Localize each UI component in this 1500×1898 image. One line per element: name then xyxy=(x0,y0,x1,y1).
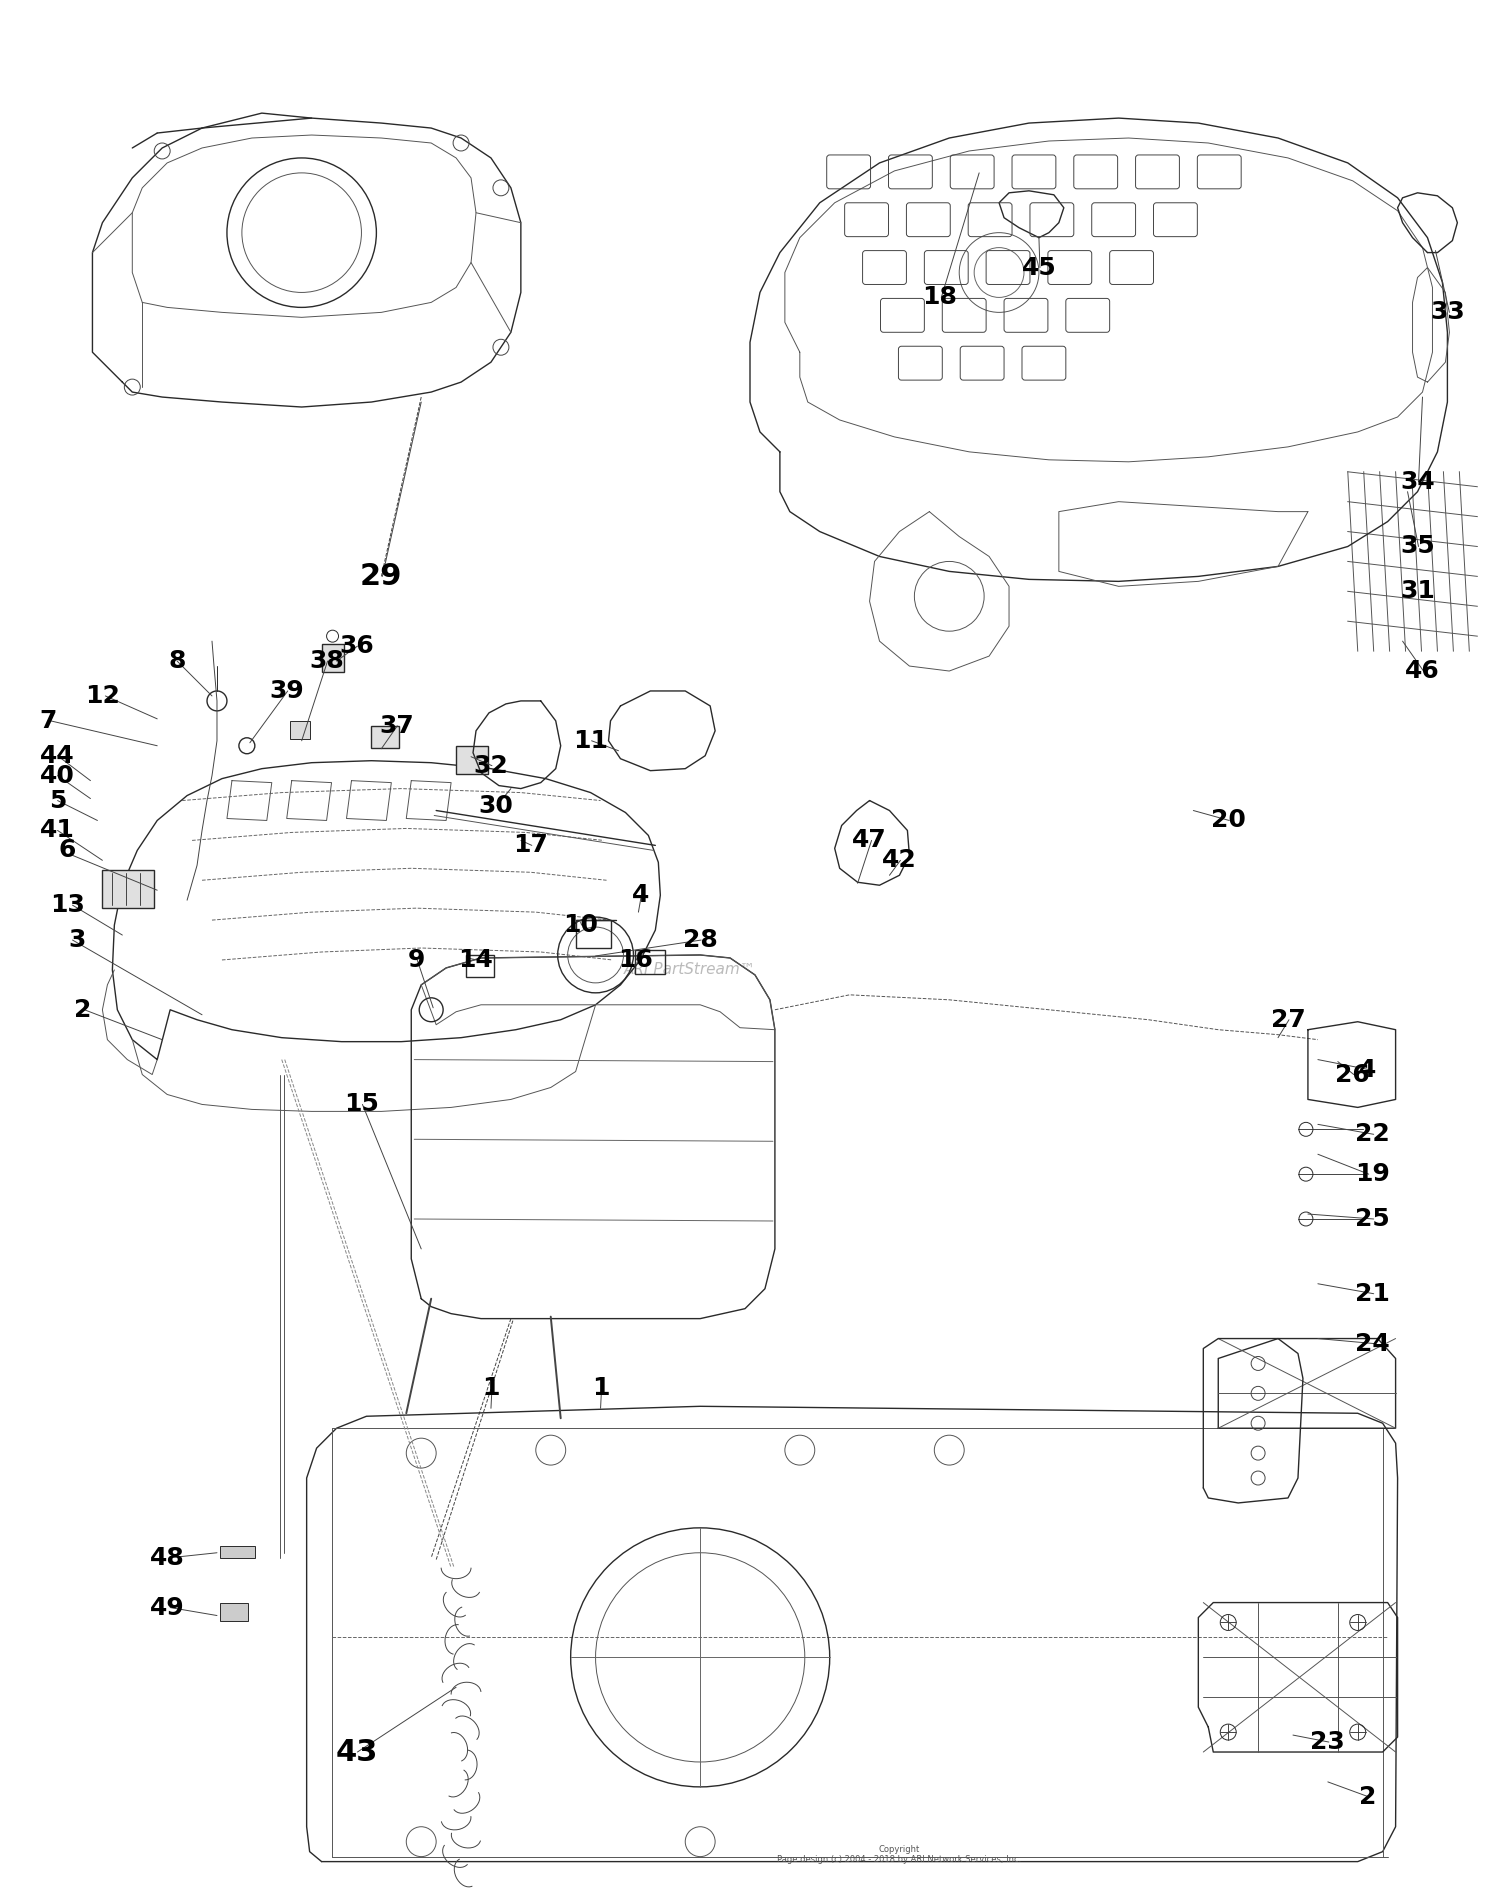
Text: 12: 12 xyxy=(86,683,120,708)
Text: 28: 28 xyxy=(682,928,717,953)
Text: 33: 33 xyxy=(1430,300,1466,325)
Bar xyxy=(576,921,610,947)
Text: 34: 34 xyxy=(1400,469,1435,493)
Text: 4: 4 xyxy=(632,883,650,907)
Text: 5: 5 xyxy=(50,788,66,812)
Text: 29: 29 xyxy=(360,562,402,590)
Bar xyxy=(636,951,666,974)
Text: 43: 43 xyxy=(336,1737,378,1767)
Text: 21: 21 xyxy=(1354,1281,1390,1306)
Text: 3: 3 xyxy=(69,928,86,953)
Bar xyxy=(290,721,309,738)
Text: 40: 40 xyxy=(40,763,75,788)
Text: 38: 38 xyxy=(309,649,344,674)
Text: 30: 30 xyxy=(478,793,513,818)
Text: 23: 23 xyxy=(1311,1731,1346,1754)
Text: 9: 9 xyxy=(408,947,424,972)
Text: 42: 42 xyxy=(882,848,916,873)
Text: 2: 2 xyxy=(1359,1784,1377,1809)
Text: ARI PartStream™: ARI PartStream™ xyxy=(624,962,756,977)
Text: 49: 49 xyxy=(150,1596,184,1619)
Text: 41: 41 xyxy=(40,818,75,843)
Text: 24: 24 xyxy=(1356,1332,1390,1355)
Text: 15: 15 xyxy=(344,1093,380,1116)
Text: 17: 17 xyxy=(513,833,549,858)
Text: 20: 20 xyxy=(1210,809,1245,833)
Text: 6: 6 xyxy=(58,839,76,862)
Text: 26: 26 xyxy=(1335,1063,1370,1086)
Text: 37: 37 xyxy=(380,714,414,738)
Text: 32: 32 xyxy=(474,754,508,778)
Bar xyxy=(456,746,488,774)
Text: 7: 7 xyxy=(39,708,57,733)
Text: 13: 13 xyxy=(50,894,86,917)
Bar xyxy=(466,955,494,977)
Bar xyxy=(102,871,154,907)
Text: 10: 10 xyxy=(562,913,598,938)
Text: 47: 47 xyxy=(852,828,886,852)
Bar xyxy=(321,643,344,672)
Text: 35: 35 xyxy=(1400,535,1435,558)
Text: 18: 18 xyxy=(922,285,957,309)
Text: 25: 25 xyxy=(1356,1207,1390,1232)
Text: 1: 1 xyxy=(592,1376,609,1401)
Bar xyxy=(220,1602,248,1621)
Text: 45: 45 xyxy=(1022,256,1056,279)
Text: 46: 46 xyxy=(1406,659,1440,683)
Text: 44: 44 xyxy=(40,744,75,767)
Bar xyxy=(372,725,399,748)
Bar xyxy=(220,1545,255,1558)
Text: 2: 2 xyxy=(74,998,92,1021)
Text: 36: 36 xyxy=(339,634,374,659)
Text: Copyright
Page design (c) 2004 - 2018 by ARI Network Services, Inc.: Copyright Page design (c) 2004 - 2018 by… xyxy=(777,1845,1022,1864)
Text: 8: 8 xyxy=(168,649,186,674)
Text: 14: 14 xyxy=(459,947,494,972)
Text: 1: 1 xyxy=(482,1376,500,1401)
Text: 11: 11 xyxy=(573,729,608,754)
Text: 31: 31 xyxy=(1400,579,1435,604)
Text: 19: 19 xyxy=(1354,1162,1390,1186)
Text: 48: 48 xyxy=(150,1545,184,1570)
Text: 27: 27 xyxy=(1270,1008,1305,1033)
Text: 39: 39 xyxy=(270,679,304,702)
Text: 4: 4 xyxy=(1359,1057,1377,1082)
Text: 22: 22 xyxy=(1356,1122,1390,1146)
Text: 16: 16 xyxy=(618,947,652,972)
